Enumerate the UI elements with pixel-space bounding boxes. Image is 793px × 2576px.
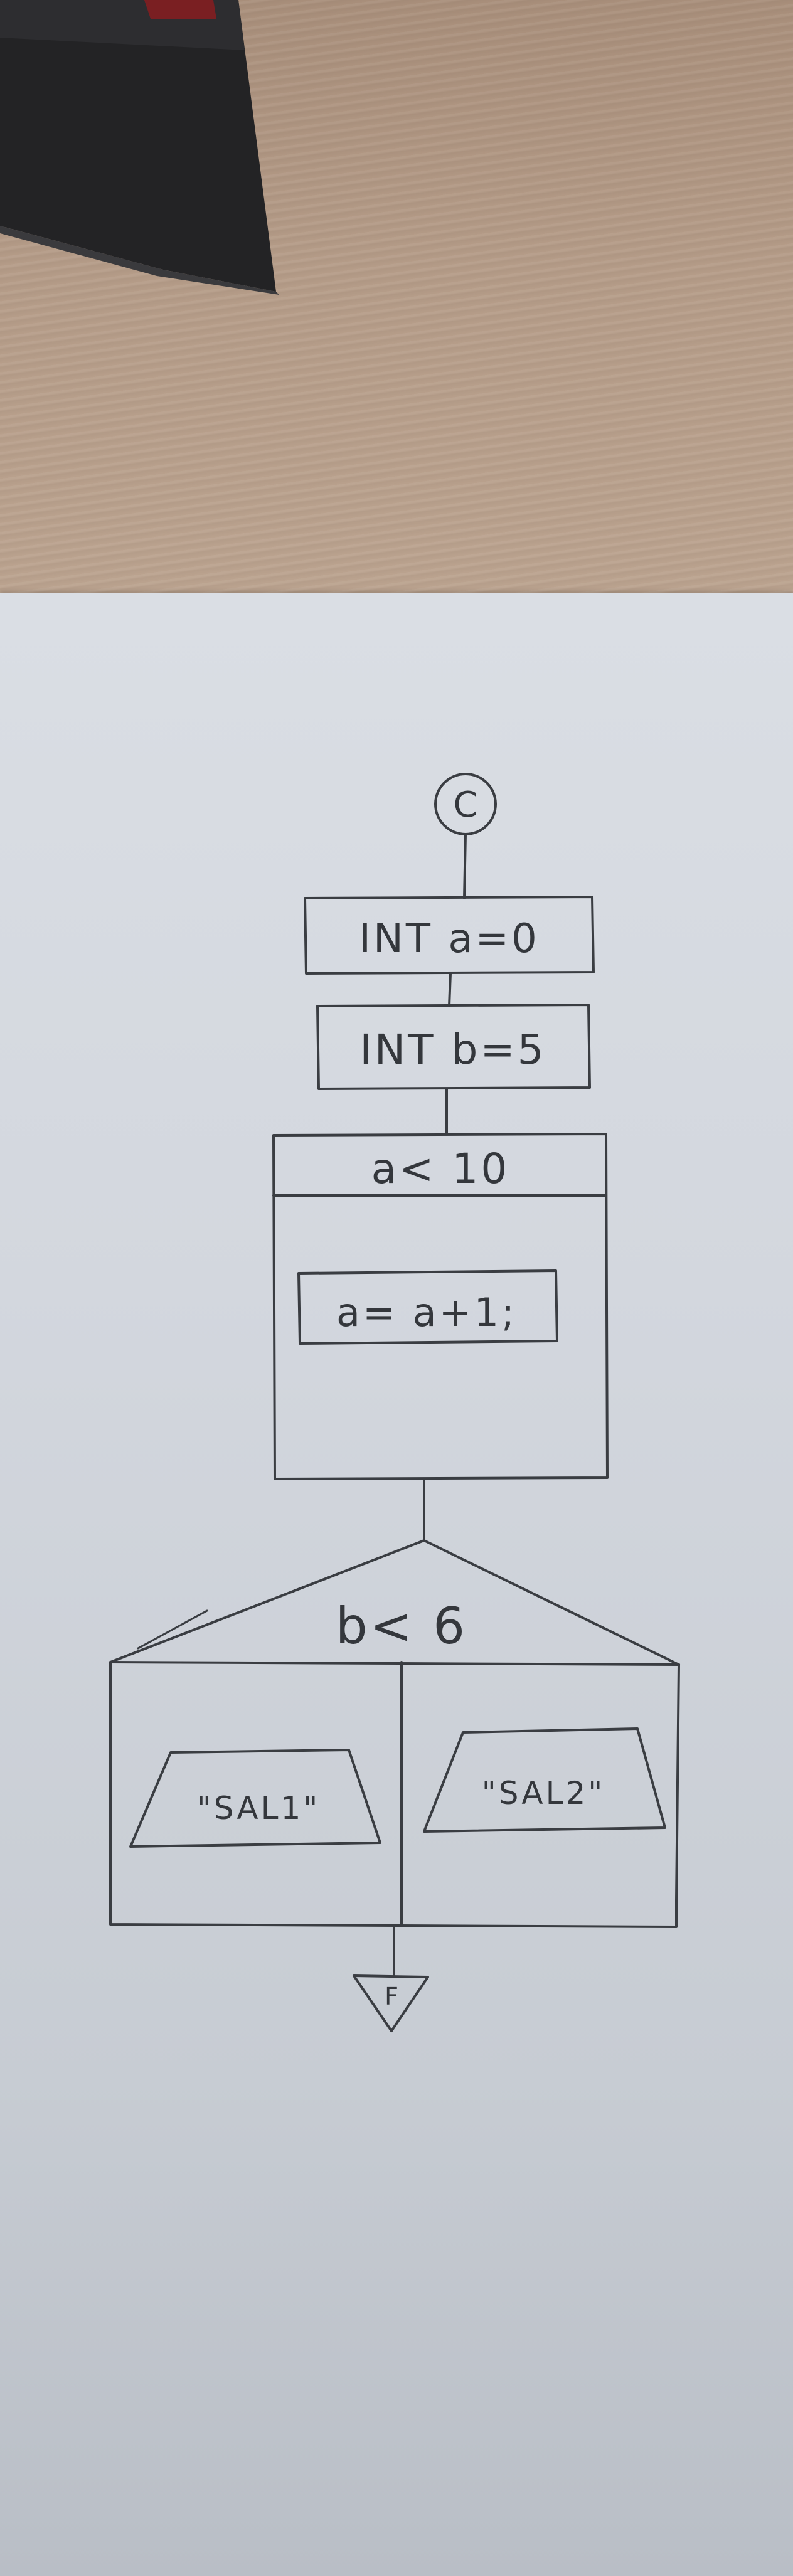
dark-object-photo bbox=[0, 0, 279, 295]
connector-line-1 bbox=[463, 833, 467, 899]
loop-condition-label: a< 10 bbox=[371, 1145, 510, 1193]
init-a-label: INT a=0 bbox=[359, 916, 540, 962]
output-sal1-label: "SAL1" bbox=[197, 1790, 321, 1826]
init-b-label: INT b=5 bbox=[359, 1026, 546, 1074]
decision-block: b< 6 "SAL1" "SAL2" bbox=[109, 1539, 680, 1928]
paper-sheet bbox=[0, 593, 793, 2576]
start-connector: C bbox=[434, 773, 497, 835]
process-box-init-b: INT b=5 bbox=[316, 1004, 591, 1090]
output-box-sal1: "SAL1" bbox=[129, 1749, 381, 1848]
connector-line-2 bbox=[448, 972, 452, 1007]
loop-body-label: a= a+1; bbox=[336, 1290, 517, 1335]
loop-body-box: a= a+1; bbox=[297, 1269, 558, 1345]
loop-box: a< 10 a= a+1; bbox=[272, 1133, 609, 1480]
process-box-init-a: INT a=0 bbox=[304, 896, 595, 975]
end-connector: F bbox=[353, 1974, 429, 2032]
output-sal2-label: "SAL2" bbox=[482, 1775, 605, 1811]
end-connector-label: F bbox=[385, 1983, 398, 2010]
start-connector-label: C bbox=[453, 785, 477, 825]
output-box-sal2: "SAL2" bbox=[423, 1727, 666, 1833]
decision-condition-label: b< 6 bbox=[336, 1597, 467, 1655]
